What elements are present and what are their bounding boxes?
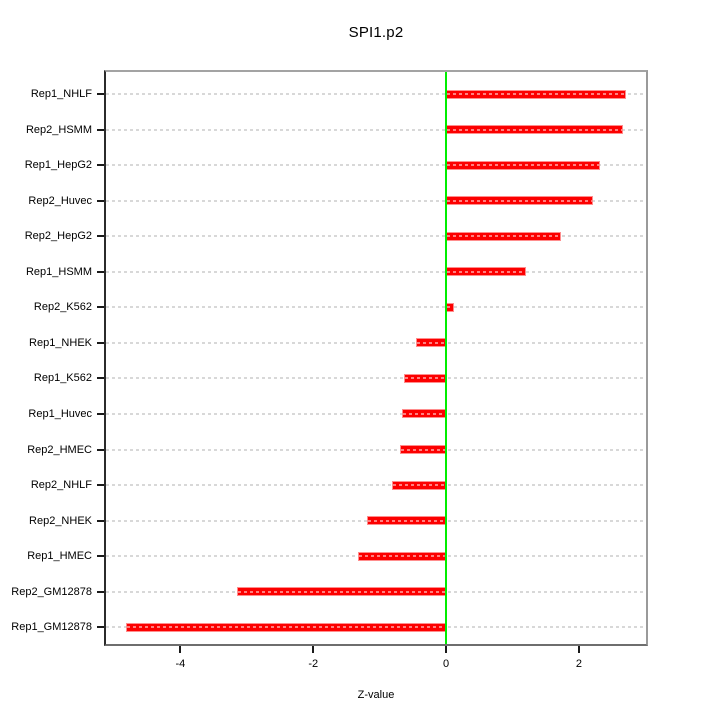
y-tick: [97, 626, 104, 629]
y-axis-label: Rep1_NHEK: [29, 336, 92, 349]
grid-line: [106, 377, 646, 380]
bar: [401, 409, 447, 419]
y-tick: [97, 519, 104, 522]
y-axis-label: Rep1_HepG2: [24, 159, 92, 172]
bar: [446, 267, 526, 277]
y-tick: [97, 484, 104, 487]
y-axis-label: Rep2_HepG2: [24, 230, 92, 243]
grid-line: [106, 128, 646, 131]
grid-line: [106, 199, 646, 202]
bar: [404, 373, 447, 383]
y-axis-label: Rep1_HSMM: [25, 265, 92, 278]
y-axis-label: Rep2_HSMM: [25, 123, 92, 136]
chart-title: SPI1.p2: [348, 24, 404, 41]
y-axis-label: Rep2_NHLF: [30, 479, 92, 492]
x-tick-label: 0: [443, 658, 450, 670]
y-tick: [97, 128, 104, 131]
x-tick-label: -4: [175, 658, 186, 670]
y-tick: [97, 590, 104, 593]
bar: [415, 338, 447, 348]
bar: [236, 587, 447, 597]
grid-line: [106, 164, 646, 167]
grid-line: [106, 306, 646, 309]
x-tick: [445, 646, 448, 653]
y-tick: [97, 199, 104, 202]
x-axis-title: Z-value: [357, 689, 395, 701]
bar: [125, 622, 447, 632]
bar: [446, 302, 455, 312]
y-tick: [97, 341, 104, 344]
x-tick-label: -2: [308, 658, 319, 670]
bar: [399, 445, 447, 454]
x-tick: [312, 646, 315, 653]
bar: [358, 551, 447, 561]
bar: [446, 89, 627, 99]
bar: [446, 125, 624, 135]
y-axis-label: Rep2_Huvec: [28, 194, 92, 207]
y-tick: [97, 270, 104, 273]
y-axis-label: Rep1_K562: [33, 372, 92, 385]
grid-line: [106, 270, 646, 273]
y-axis-label: Rep1_NHLF: [30, 88, 92, 100]
zero-reference-line: [445, 72, 448, 644]
grid-line: [106, 93, 646, 95]
bar: [446, 196, 593, 206]
grid-line: [106, 484, 646, 487]
y-tick: [97, 306, 104, 309]
y-tick: [97, 555, 104, 558]
y-axis-label: Rep1_Huvec: [28, 407, 92, 420]
y-tick: [97, 412, 104, 415]
grid-line: [106, 235, 646, 238]
y-tick: [97, 448, 104, 451]
y-axis-label: Rep2_K562: [33, 301, 92, 314]
plot-area: [97, 70, 648, 653]
bar: [367, 516, 447, 526]
bar: [391, 480, 447, 490]
grid-line: [106, 412, 646, 415]
y-axis-label: Rep2_GM12878: [11, 585, 92, 598]
grid-line: [106, 341, 646, 344]
x-tick: [179, 646, 182, 653]
y-axis-label: Rep1_HMEC: [27, 550, 92, 563]
y-axis-label: Rep2_HMEC: [27, 443, 92, 456]
y-tick: [97, 235, 104, 238]
bar: [446, 160, 601, 170]
bar: [446, 231, 561, 241]
y-axis-label: Rep1_GM12878: [11, 621, 92, 634]
grid-line: [106, 448, 646, 451]
y-axis-label: Rep2_NHEK: [29, 514, 92, 527]
y-tick: [97, 377, 104, 380]
x-tick-label: 2: [575, 658, 582, 670]
y-tick: [97, 93, 104, 95]
y-tick: [97, 164, 104, 167]
x-tick: [577, 646, 580, 653]
